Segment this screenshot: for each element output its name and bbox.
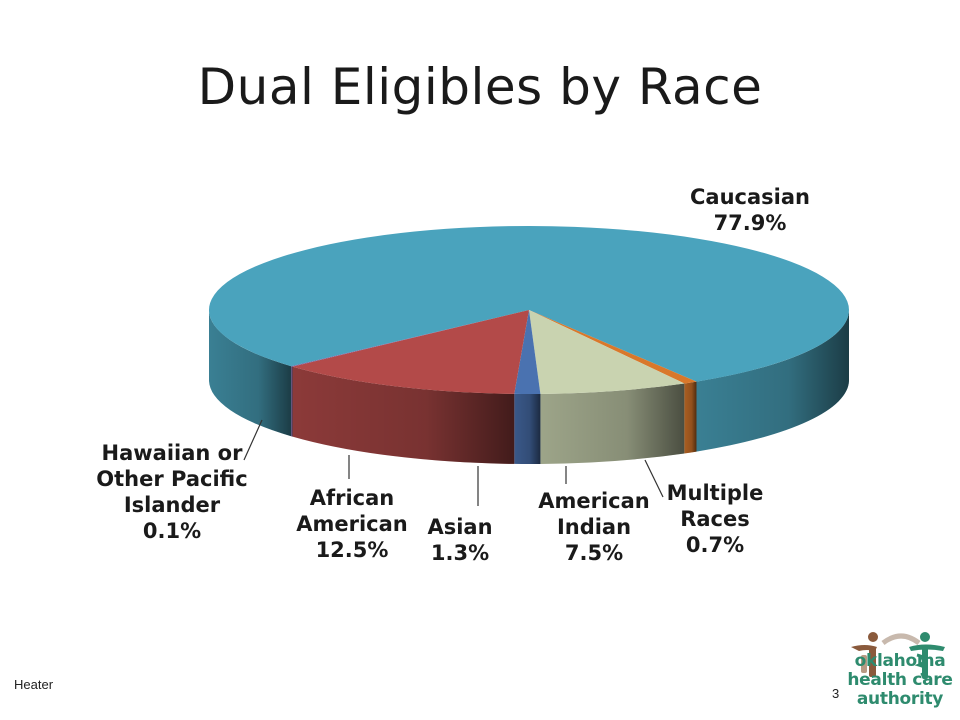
slice-african-american: [292, 310, 529, 394]
label-african-american-line-2: 12.5%: [316, 538, 389, 562]
label-asian-line-0: Asian: [427, 515, 492, 539]
label-african-american: African American 12.5%: [296, 486, 408, 562]
pie-side-walls: [209, 310, 849, 465]
slice-side-shade-african-american: [292, 366, 515, 464]
label-asian-line-1: 1.3%: [431, 541, 489, 565]
label-african-american-line-1: American: [296, 512, 408, 536]
slice-side-shade-multiple-races: [684, 381, 697, 454]
logo-line-3: authority: [856, 689, 944, 709]
label-hawaiian-pacific-islander-line-1: Other Pacific: [96, 467, 247, 491]
label-african-american-line-0: African: [310, 486, 395, 510]
slice-hawaiian-pacific-islander: [291, 310, 529, 367]
logo-line-1: oklahoma: [854, 651, 946, 671]
footer-presenter: Heater: [14, 677, 54, 692]
label-multiple-races-line-0: Multiple: [667, 481, 764, 505]
label-american-indian-line-1: Indian: [557, 515, 631, 539]
leader-lines: [243, 419, 664, 506]
slice-multiple-races: [529, 310, 697, 384]
logo-line-2: health care: [847, 670, 953, 690]
leader-line-multiple-races: [644, 459, 664, 498]
label-multiple-races-line-1: Races: [680, 507, 750, 531]
oha-logo-icon: [851, 632, 945, 679]
leader-line-hawaiian-pacific-islander: [243, 419, 263, 461]
oha-logo-text: oklahoma health care authority: [845, 652, 955, 709]
page-number: 3: [832, 686, 840, 701]
label-caucasian: Caucasian 77.9%: [690, 185, 810, 235]
label-american-indian: American Indian 7.5%: [538, 489, 650, 565]
label-multiple-races: Multiple Races 0.7%: [667, 481, 764, 557]
slice-labels: Caucasian 77.9%Multiple Races 0.7%American I…: [96, 185, 810, 565]
slice-side-shade-hawaiian-pacific-islander: [291, 366, 293, 437]
slide-title: Dual Eligibles by Race: [197, 58, 763, 116]
slice-side-shade-asian: [514, 393, 541, 465]
slice-side-shade-american-indian: [540, 383, 685, 464]
slice-side-shade-caucasian: [209, 310, 292, 437]
label-caucasian-line-1: 77.9%: [714, 211, 787, 235]
label-multiple-races-line-2: 0.7%: [686, 533, 744, 557]
slice-american-indian: [529, 310, 685, 394]
slice-side-shade-caucasian-1: [696, 310, 849, 452]
label-caucasian-line-0: Caucasian: [690, 185, 810, 209]
label-hawaiian-pacific-islander-line-2: Islander: [124, 493, 221, 517]
label-american-indian-line-0: American: [538, 489, 650, 513]
label-hawaiian-pacific-islander: Hawaiian or Other Pacific Islander 0.1%: [96, 441, 247, 543]
pie-top-faces: [209, 226, 850, 394]
label-asian: Asian 1.3%: [427, 515, 492, 565]
label-hawaiian-pacific-islander-line-0: Hawaiian or: [102, 441, 244, 465]
slice-caucasian: [209, 226, 850, 382]
slice-asian: [514, 310, 541, 394]
label-american-indian-line-2: 7.5%: [565, 541, 623, 565]
label-hawaiian-pacific-islander-line-3: 0.1%: [143, 519, 201, 543]
